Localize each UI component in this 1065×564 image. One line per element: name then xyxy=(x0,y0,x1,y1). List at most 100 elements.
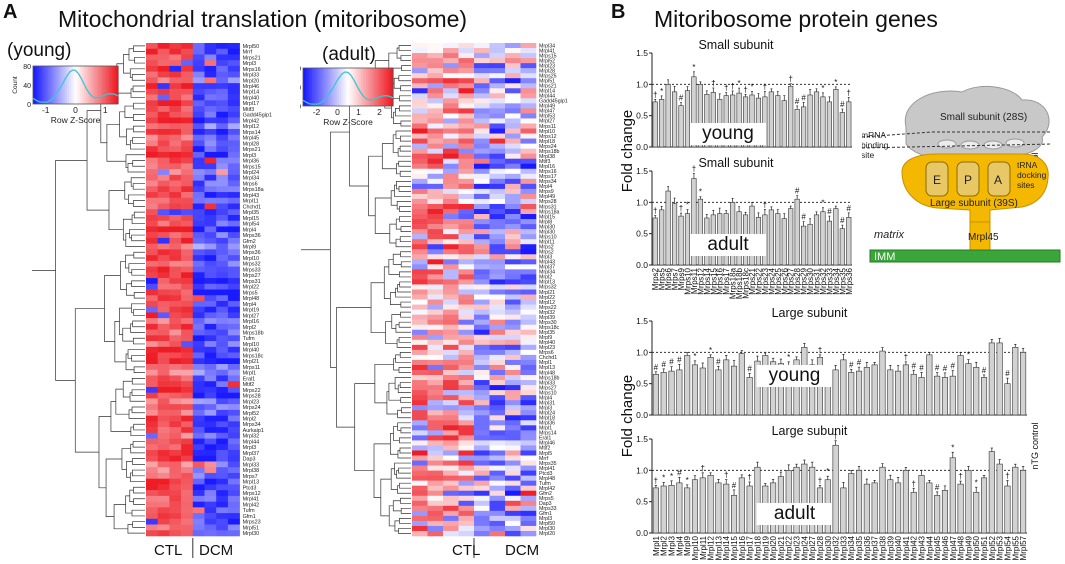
gene-label: Mrpl21 xyxy=(539,290,555,296)
heatmap-cell xyxy=(443,138,459,144)
gene-label: Mrpl34 xyxy=(539,43,555,49)
gene-label: Mrps12 xyxy=(243,491,261,497)
dendrogram-branch xyxy=(400,55,411,61)
significance-mark: † xyxy=(1005,471,1009,480)
dendrogram-branch xyxy=(398,45,411,51)
color-key-swatch xyxy=(339,68,342,106)
dendrogram-branch xyxy=(395,354,411,363)
gene-axis-label: Mrps7 xyxy=(671,267,680,290)
heatmap-cell xyxy=(505,520,521,527)
gene-axis-label: Mrps14 xyxy=(703,267,712,294)
dendrogram-branch xyxy=(132,337,145,345)
y-axis-label: Fold change xyxy=(619,110,636,193)
heatmap-cell xyxy=(146,495,158,502)
color-key-swatch xyxy=(64,66,68,104)
heatmap-cell xyxy=(169,415,182,422)
heatmap-cell xyxy=(458,43,475,49)
heatmap-cell xyxy=(489,425,506,431)
dendrogram-branch xyxy=(396,180,411,190)
heatmap-cell xyxy=(412,334,428,341)
gene-label: Mrpl45 xyxy=(243,136,259,142)
bar xyxy=(738,353,745,416)
heatmap-cell xyxy=(169,88,182,95)
bar xyxy=(887,369,894,416)
heatmap-cell xyxy=(216,100,229,107)
dendrogram-branch xyxy=(133,366,145,373)
heatmap-cell xyxy=(146,329,158,336)
heatmap-cell xyxy=(427,425,444,431)
heatmap-cell xyxy=(474,289,490,295)
heatmap-cell xyxy=(427,229,444,235)
heatmap-cell xyxy=(443,264,459,270)
heatmap-cell xyxy=(192,398,205,405)
gene-label: Mrpl1 xyxy=(539,426,552,432)
dendrogram-branch xyxy=(132,183,145,190)
color-key-count-tick: 40 xyxy=(23,83,31,90)
color-key-swatch xyxy=(386,68,390,106)
heatmap-cell xyxy=(192,272,205,279)
heatmap-cell xyxy=(505,153,521,160)
heatmap-cell xyxy=(216,513,229,520)
heatmap-cell xyxy=(489,68,506,74)
dendrogram-branch xyxy=(388,505,395,527)
bar xyxy=(715,482,722,534)
gene-label: Mrps18b xyxy=(243,331,264,337)
heatmap-cell xyxy=(157,289,170,296)
heatmap-cell xyxy=(204,501,217,508)
gene-label: Mrpl41 xyxy=(539,48,555,54)
heatmap-cell xyxy=(227,335,240,342)
heatmap-cell xyxy=(227,278,240,285)
dendrogram-branch xyxy=(399,170,411,177)
significance-mark: † xyxy=(701,464,705,473)
heatmap-cell xyxy=(505,344,521,351)
heatmap-cell xyxy=(204,507,217,514)
heatmap-cell xyxy=(489,234,506,240)
bar xyxy=(660,372,667,416)
heatmap-cell xyxy=(412,53,428,59)
heatmap-cell xyxy=(192,323,205,330)
heatmap-cell xyxy=(412,284,428,290)
y-tick-label: 0.5 xyxy=(636,111,648,121)
heatmap-cell xyxy=(520,229,537,235)
heatmap-cell xyxy=(169,278,182,285)
gene-axis-label: Mrpl36 xyxy=(863,535,872,560)
heatmap-cell xyxy=(216,427,229,434)
significance-mark: † xyxy=(743,85,747,94)
gene-label: Mrpl42 xyxy=(243,118,259,124)
heatmap-cell xyxy=(169,495,182,502)
age-label: young xyxy=(702,123,754,144)
heatmap-cell xyxy=(181,306,194,313)
heatmap-cell xyxy=(157,243,170,250)
heatmap-cell xyxy=(412,324,428,331)
dendrogram-branch xyxy=(399,216,411,222)
heatmap-cell xyxy=(458,395,475,401)
heatmap-cell xyxy=(216,398,229,405)
heatmap-cell xyxy=(412,113,428,119)
heatmap-cell xyxy=(427,108,444,114)
significance-mark: * xyxy=(787,353,790,362)
heatmap-cell xyxy=(216,60,229,67)
heatmap-cell xyxy=(146,289,158,296)
heatmap-cell xyxy=(412,450,428,456)
heatmap-cell xyxy=(192,432,205,439)
bar xyxy=(801,225,807,266)
dendrogram-branch xyxy=(393,426,400,441)
heatmap-cell xyxy=(146,260,158,267)
heatmap-cell xyxy=(216,461,229,468)
heatmap-cell xyxy=(489,133,506,139)
heatmap-cell xyxy=(443,198,459,205)
heatmap-cell xyxy=(458,415,475,421)
heatmap-cell xyxy=(181,243,194,250)
heatmap-cell xyxy=(204,364,217,371)
gene-label: Mrpl10 xyxy=(243,256,259,262)
heatmap-cell xyxy=(227,381,240,388)
color-key-title: Row Z-Score xyxy=(323,117,373,127)
heatmap-cell xyxy=(157,300,170,307)
bar xyxy=(768,91,774,148)
bar xyxy=(768,209,774,266)
heatmap-cell xyxy=(458,430,475,436)
color-key-swatch xyxy=(37,66,40,104)
heatmap-cell xyxy=(489,118,506,124)
heatmap-cell xyxy=(443,329,459,336)
significance-mark: # xyxy=(857,358,862,367)
